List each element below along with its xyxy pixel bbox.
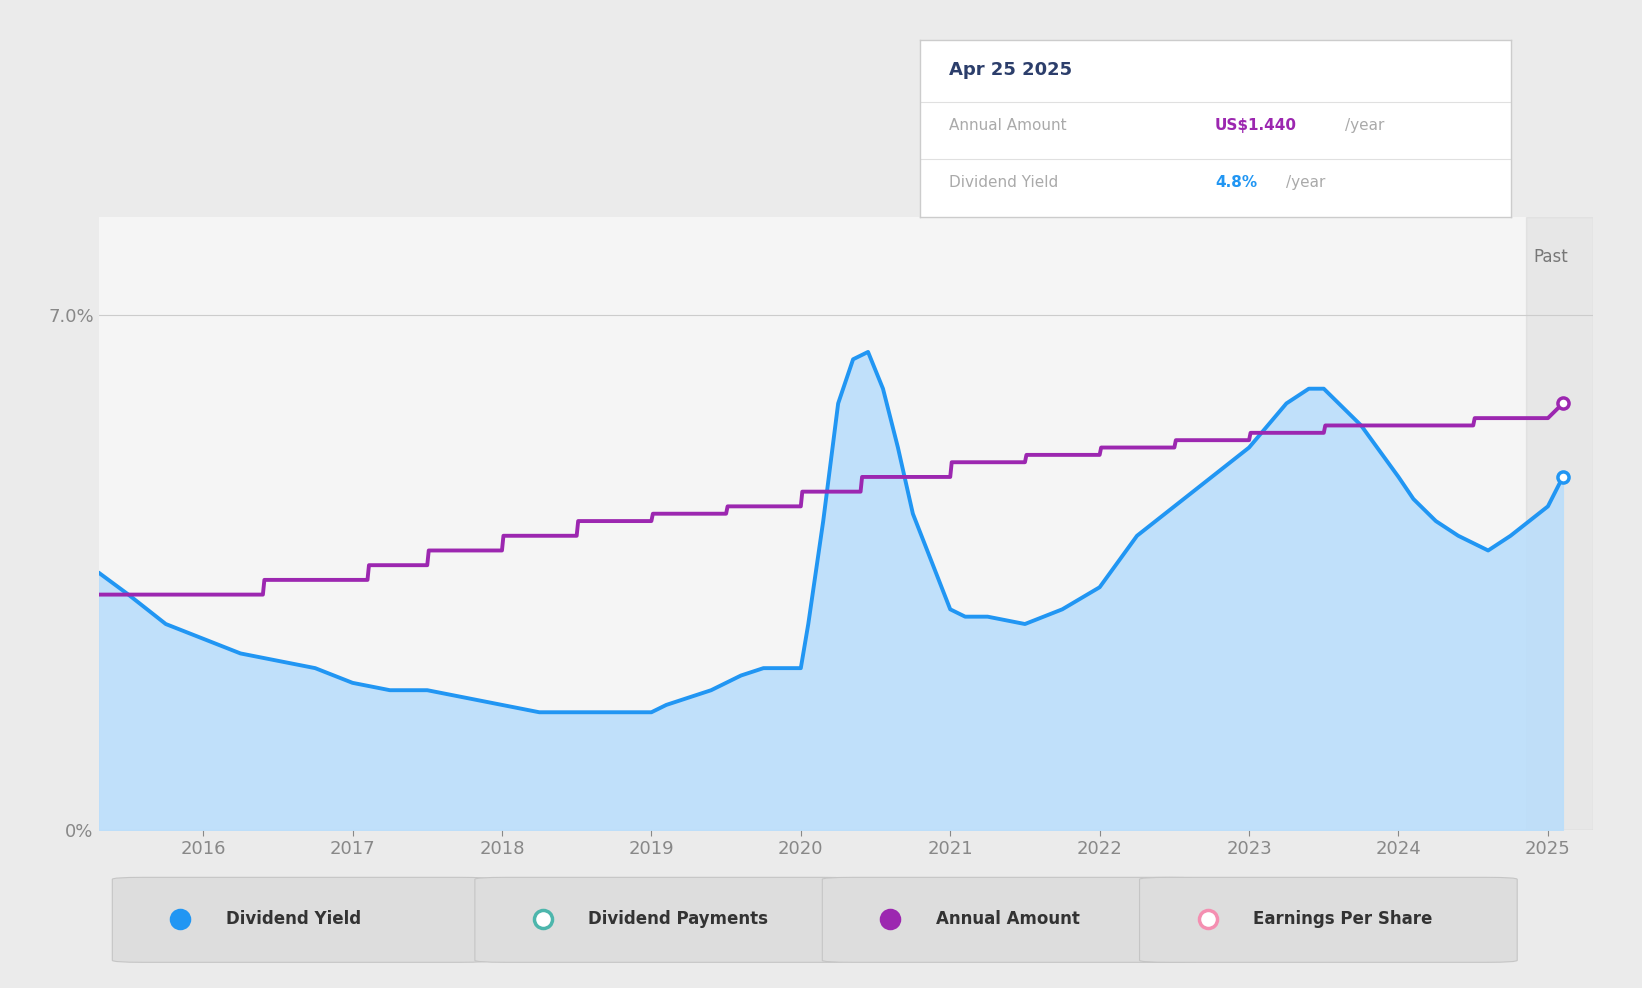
Text: Apr 25 2025: Apr 25 2025 [949,61,1072,79]
FancyBboxPatch shape [112,877,489,962]
Text: US$1.440: US$1.440 [1215,118,1297,132]
Bar [1525,217,1593,830]
Text: /year: /year [1345,118,1384,132]
Text: Dividend Payments: Dividend Payments [588,910,768,928]
FancyBboxPatch shape [475,877,852,962]
Text: Dividend Yield: Dividend Yield [949,175,1059,190]
FancyBboxPatch shape [1140,877,1517,962]
Text: Annual Amount: Annual Amount [936,910,1079,928]
Text: Earnings Per Share: Earnings Per Share [1253,910,1432,928]
Text: Annual Amount: Annual Amount [949,118,1067,132]
FancyBboxPatch shape [823,877,1200,962]
Text: Dividend Yield: Dividend Yield [225,910,361,928]
Text: 4.8%: 4.8% [1215,175,1258,190]
Text: Past: Past [1534,248,1568,266]
Text: /year: /year [1286,175,1325,190]
